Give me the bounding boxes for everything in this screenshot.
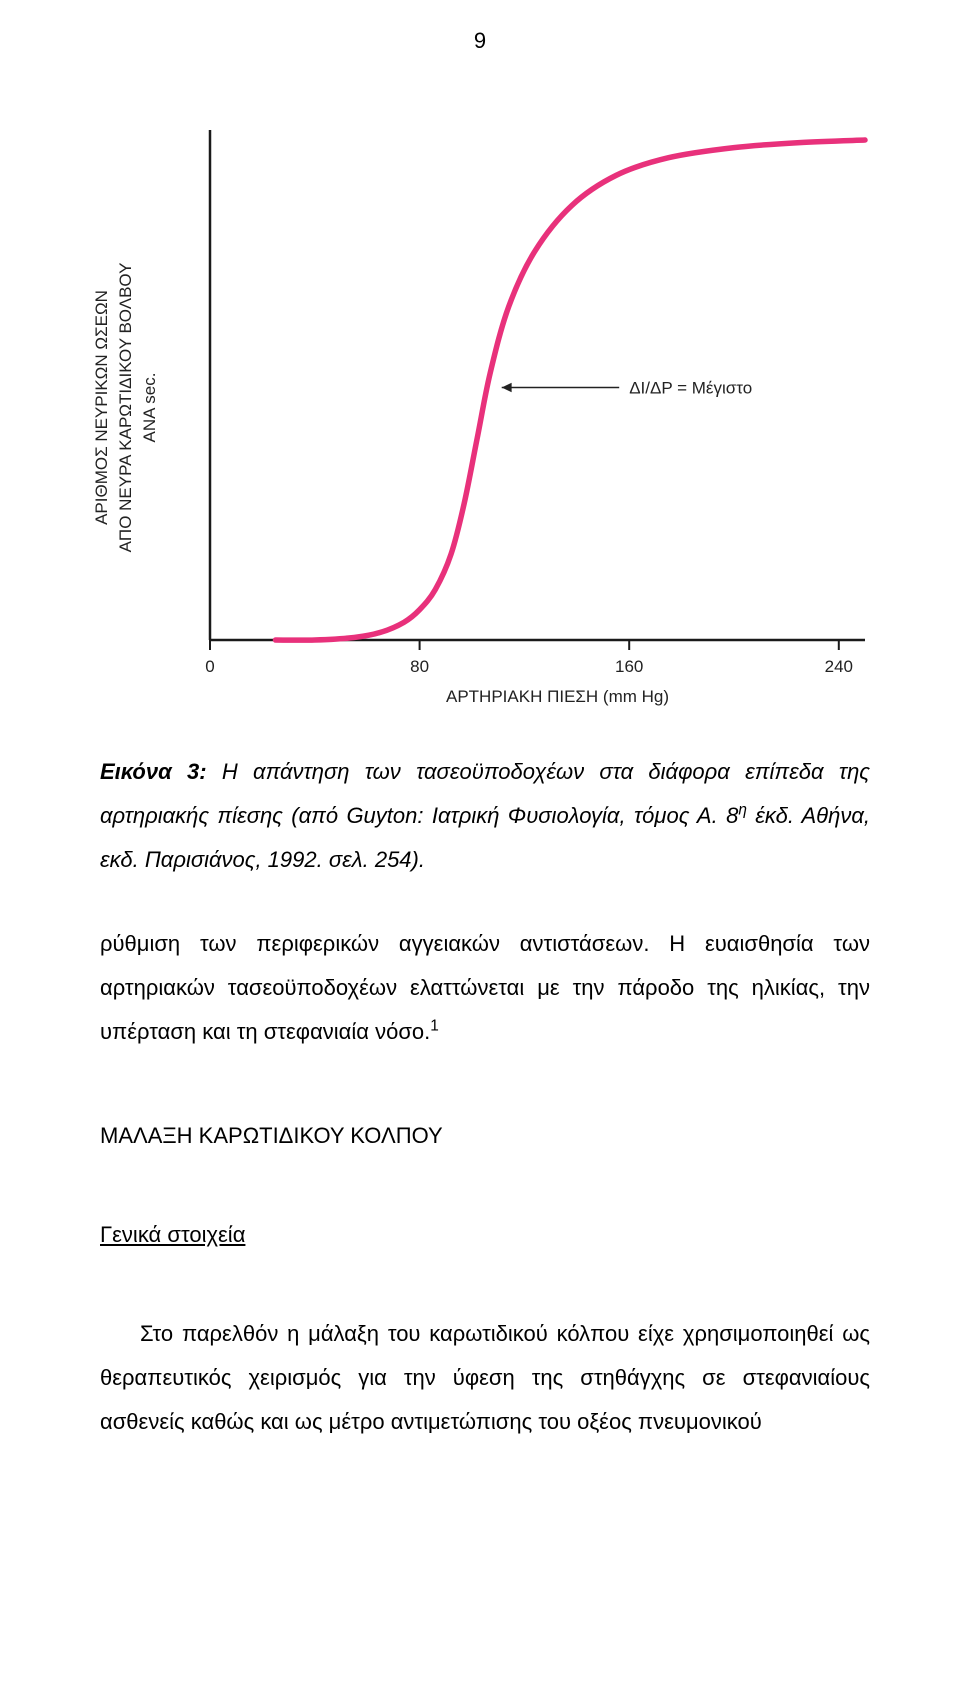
section-heading: ΜΑΛΑΞΗ ΚΑΡΩΤΙΔΙΚΟΥ ΚΟΛΠΟΥ [100, 1114, 870, 1158]
page-number: 9 [474, 28, 486, 54]
body-text-1: ρύθμιση των περιφερικών αγγειακών αντιστ… [100, 931, 870, 1044]
svg-text:160: 160 [615, 657, 643, 676]
sub-heading: Γενικά στοιχεία [100, 1213, 870, 1257]
svg-text:ΑΠΟ ΝΕΥΡΑ ΚΑΡΩΤΙΔΙΚΟΥ ΒΟΛΒΟΥ: ΑΠΟ ΝΕΥΡΑ ΚΑΡΩΤΙΔΙΚΟΥ ΒΟΛΒΟΥ [116, 263, 135, 553]
svg-text:80: 80 [410, 657, 429, 676]
svg-text:ΔΙ/ΔP = Μέγιστο: ΔΙ/ΔP = Μέγιστο [629, 379, 752, 398]
figure-chart: 0 80 160 240 ΑΡΤΗΡΙΑΚΗ ΠΙΕΣΗ (mm Hg) ΑΡΙΘΜΟΣ … [75, 110, 885, 720]
svg-text:240: 240 [825, 657, 853, 676]
body-paragraph-1: ρύθμιση των περιφερικών αγγειακών αντιστ… [100, 922, 870, 1054]
svg-text:0: 0 [205, 657, 214, 676]
svg-text:ΑΝΑ sec.: ΑΝΑ sec. [140, 373, 159, 443]
figure-caption: Εικόνα 3: Η απάντηση των τασεοϋποδοχέων … [100, 750, 870, 882]
svg-text:ΑΡΙΘΜΟΣ ΝΕΥΡΙΚΩΝ ΩΣΕΩΝ: ΑΡΙΘΜΟΣ ΝΕΥΡΙΚΩΝ ΩΣΕΩΝ [92, 290, 111, 525]
caption-superscript: η [738, 802, 747, 819]
chart-svg: 0 80 160 240 ΑΡΤΗΡΙΑΚΗ ΠΙΕΣΗ (mm Hg) ΑΡΙΘΜΟΣ … [75, 110, 885, 720]
caption-lead: Εικόνα 3: [100, 759, 207, 784]
svg-text:ΑΡΤΗΡΙΑΚΗ ΠΙΕΣΗ (mm Hg): ΑΡΤΗΡΙΑΚΗ ΠΙΕΣΗ (mm Hg) [446, 687, 669, 706]
body-paragraph-2: Στο παρελθόν η μάλαξη του καρωτιδικού κό… [100, 1312, 870, 1444]
reference-superscript: 1 [430, 1018, 439, 1035]
